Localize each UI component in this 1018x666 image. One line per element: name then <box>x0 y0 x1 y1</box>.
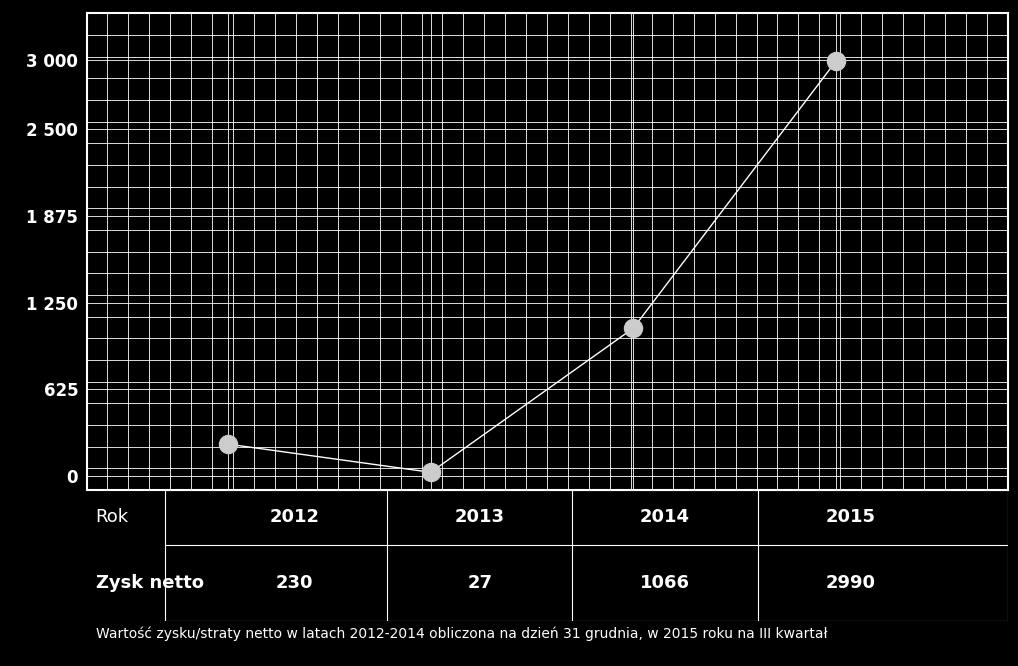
Text: Wartość zysku/straty netto w latach 2012-2014 obliczona na dzień 31 grudnia, w 2: Wartość zysku/straty netto w latach 2012… <box>96 627 828 641</box>
Text: 230: 230 <box>276 574 314 592</box>
Text: 2990: 2990 <box>826 574 875 592</box>
Text: 27: 27 <box>467 574 493 592</box>
Text: Zysk netto: Zysk netto <box>96 574 204 592</box>
Text: Rok: Rok <box>96 508 129 526</box>
Text: 2013: 2013 <box>455 508 505 526</box>
Text: 2012: 2012 <box>270 508 320 526</box>
Text: 2015: 2015 <box>826 508 875 526</box>
Text: 2014: 2014 <box>640 508 690 526</box>
Text: 1066: 1066 <box>640 574 690 592</box>
